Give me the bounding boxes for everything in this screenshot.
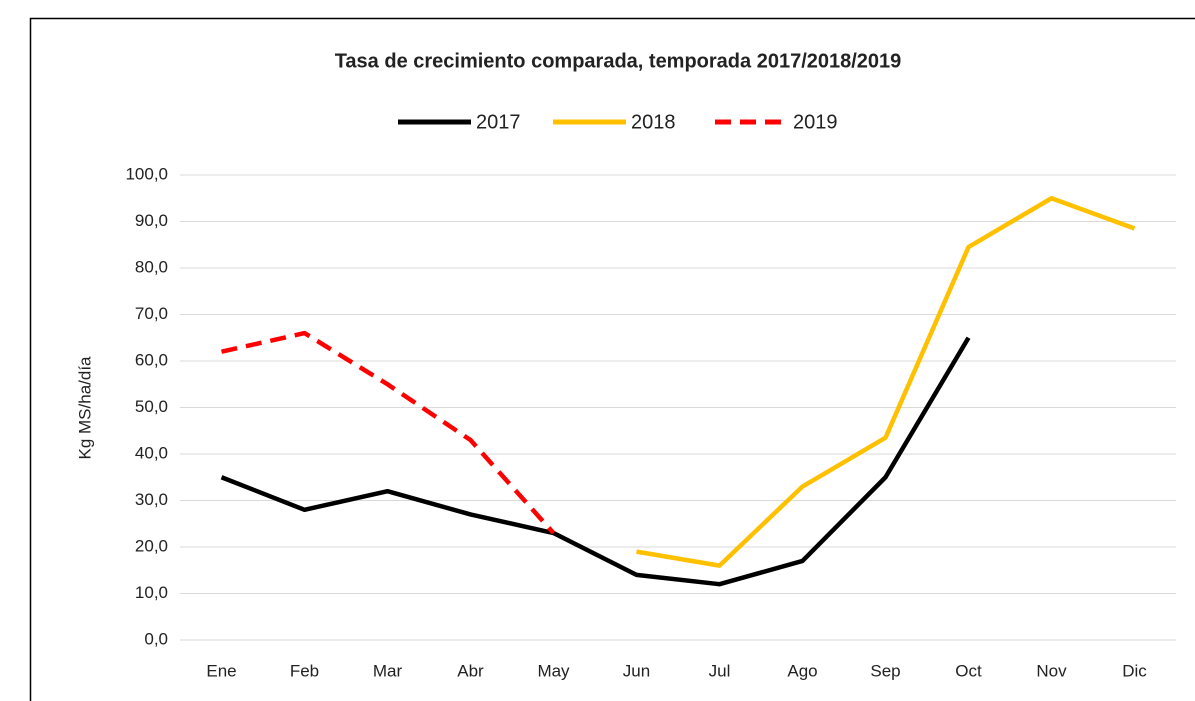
x-tick-label: Nov xyxy=(1036,661,1067,680)
x-tick-label: Sep xyxy=(870,661,900,680)
y-tick-label: 0,0 xyxy=(144,629,168,648)
y-tick-label: 40,0 xyxy=(135,443,168,462)
line-series xyxy=(636,196,1136,568)
y-tick-label: 50,0 xyxy=(135,397,168,416)
y-tick-label: 30,0 xyxy=(135,490,168,509)
y-tick-label: 60,0 xyxy=(135,350,168,369)
x-tick-label: Dic xyxy=(1122,661,1147,680)
line-series xyxy=(221,330,556,535)
chart-title: Tasa de crecimiento comparada, temporada… xyxy=(335,50,902,72)
x-tick-label: Jul xyxy=(709,661,731,680)
legend-label: 2019 xyxy=(793,111,838,133)
x-tick-label: Jun xyxy=(623,661,650,680)
y-tick-label: 100,0 xyxy=(125,164,168,183)
y-tick-label: 10,0 xyxy=(135,583,168,602)
legend-label: 2018 xyxy=(631,111,676,133)
line-series xyxy=(220,336,971,587)
x-tick-label: Ago xyxy=(787,661,817,680)
x-tick-label: Ene xyxy=(206,661,236,680)
y-tick-label: 80,0 xyxy=(135,257,168,276)
x-tick-label: Feb xyxy=(290,661,319,680)
x-tick-label: Mar xyxy=(373,661,403,680)
legend-label: 2017 xyxy=(476,111,521,133)
x-tick-label: Abr xyxy=(457,661,484,680)
y-tick-label: 70,0 xyxy=(135,304,168,323)
y-tick-label: 90,0 xyxy=(135,211,168,230)
x-tick-label: May xyxy=(537,661,570,680)
y-axis-label: Kg MS/ha/día xyxy=(75,356,94,460)
y-tick-label: 20,0 xyxy=(135,536,168,555)
x-tick-label: Oct xyxy=(955,661,982,680)
chart-border xyxy=(29,17,1195,701)
